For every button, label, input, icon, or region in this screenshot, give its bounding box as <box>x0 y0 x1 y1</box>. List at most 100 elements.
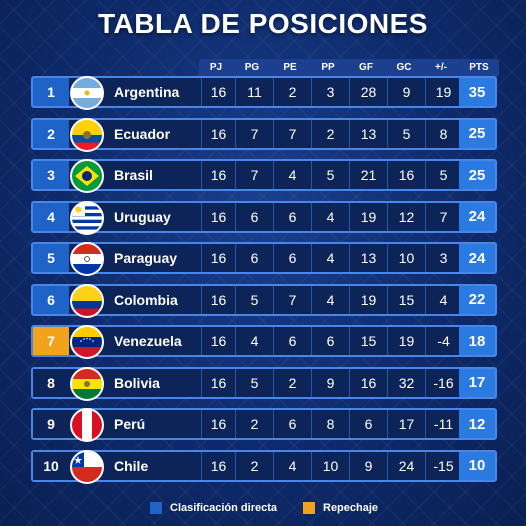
country-name: Perú <box>114 416 146 432</box>
row-stats: 16 6 6 4 19 12 7 <box>201 202 461 231</box>
stat-pj: 16 <box>201 78 235 106</box>
stat-gf: 19 <box>349 285 387 314</box>
stat-pe: 7 <box>273 285 311 314</box>
row-stats: 16 4 6 6 15 19 -4 <box>201 327 461 355</box>
table-row: 5 Paraguay 16 6 6 4 13 10 3 24 <box>31 242 497 276</box>
stat-pj: 16 <box>201 451 235 480</box>
points-value: 18 <box>459 327 495 355</box>
row-stats: 16 7 7 2 13 5 8 <box>201 119 461 148</box>
peru-flag-icon <box>70 408 104 442</box>
position-number: 7 <box>33 327 69 355</box>
points-value: 24 <box>459 244 495 272</box>
stat-pj: 16 <box>201 327 235 355</box>
stat-pe: 4 <box>273 451 311 480</box>
stat-gc: 5 <box>387 119 425 148</box>
stat-diff: 19 <box>425 78 461 106</box>
bolivia-flag-icon <box>70 366 104 401</box>
stat-pj: 16 <box>201 285 235 314</box>
stat-gc: 32 <box>387 368 425 397</box>
points-value: 22 <box>459 285 495 314</box>
row-stats: 16 11 2 3 28 9 19 <box>201 78 461 106</box>
points-value: 10 <box>459 451 495 480</box>
stat-pe: 6 <box>273 202 311 231</box>
venezuela-flag-icon <box>70 325 104 359</box>
column-header: PJ PG PE PP GF GC +/- PTS <box>199 59 499 77</box>
stat-pp: 8 <box>311 410 349 438</box>
points-value: 35 <box>459 78 495 106</box>
argentina-flag-icon <box>70 76 104 110</box>
legend-directa-label: Clasificación directa <box>170 502 277 514</box>
stat-pg: 11 <box>235 78 273 106</box>
stat-pj: 16 <box>201 161 235 189</box>
stat-diff: 4 <box>425 285 461 314</box>
stat-pp: 3 <box>311 78 349 106</box>
column-header-pg: PG <box>244 62 260 73</box>
stat-pg: 6 <box>235 202 273 231</box>
column-header-pj: PJ <box>209 62 223 73</box>
stat-gf: 16 <box>349 368 387 397</box>
legend: Clasificación directa Repechaje <box>150 502 378 514</box>
stat-pg: 2 <box>235 410 273 438</box>
column-header-pe: PE <box>283 62 297 73</box>
row-stats: 16 2 4 10 9 24 -15 <box>201 451 461 480</box>
stat-pj: 16 <box>201 119 235 148</box>
table-row: 8 Bolivia 16 5 2 9 16 32 -16 17 <box>31 366 497 401</box>
points-value: 12 <box>459 410 495 438</box>
stat-pg: 5 <box>235 368 273 397</box>
column-header-diff: +/- <box>435 62 447 73</box>
country-name: Bolivia <box>114 374 160 391</box>
colombia-flag-icon <box>70 283 104 318</box>
stat-pe: 2 <box>273 368 311 397</box>
stat-pg: 7 <box>235 161 273 189</box>
table-row: 9 Perú 16 2 6 8 6 17 -11 12 <box>31 408 497 442</box>
legend-repechaje-label: Repechaje <box>323 502 379 514</box>
stat-pg: 4 <box>235 327 273 355</box>
position-number: 10 <box>33 451 69 480</box>
stat-gf: 13 <box>349 119 387 148</box>
stat-pe: 6 <box>273 327 311 355</box>
table-row: 7 Venezuela 16 4 6 6 15 19 -4 18 <box>31 325 497 359</box>
country-name: Uruguay <box>114 208 171 225</box>
stat-diff: 5 <box>425 161 461 189</box>
position-number: 4 <box>33 202 69 231</box>
stat-diff: 8 <box>425 119 461 148</box>
table-row: 3 Brasil 16 7 4 5 21 16 5 25 <box>31 159 497 193</box>
stat-pj: 16 <box>201 202 235 231</box>
column-header-gf: GF <box>359 62 373 73</box>
stat-pp: 9 <box>311 368 349 397</box>
stat-gc: 24 <box>387 451 425 480</box>
country-name: Argentina <box>114 84 180 100</box>
stat-pg: 2 <box>235 451 273 480</box>
position-number: 3 <box>33 161 69 189</box>
stat-pe: 6 <box>273 410 311 438</box>
points-value: 24 <box>459 202 495 231</box>
stat-gc: 10 <box>387 244 425 272</box>
row-stats: 16 5 7 4 19 15 4 <box>201 285 461 314</box>
country-name: Venezuela <box>114 333 182 349</box>
country-name: Colombia <box>114 291 178 308</box>
stat-pp: 6 <box>311 327 349 355</box>
position-number: 9 <box>33 410 69 438</box>
stat-pe: 4 <box>273 161 311 189</box>
position-number: 8 <box>33 368 69 397</box>
points-value: 25 <box>459 161 495 189</box>
table-row: 4 Uruguay 16 6 6 4 19 12 7 24 <box>31 200 497 235</box>
position-number: 5 <box>33 244 69 272</box>
stat-gf: 28 <box>349 78 387 106</box>
stat-diff: 7 <box>425 202 461 231</box>
table-row: 10 Chile 16 2 4 10 9 24 -15 10 <box>31 449 497 484</box>
stat-pj: 16 <box>201 368 235 397</box>
stat-gc: 15 <box>387 285 425 314</box>
stat-diff: 3 <box>425 244 461 272</box>
chile-flag-icon <box>70 449 104 484</box>
directa-swatch <box>150 502 162 514</box>
stat-pg: 7 <box>235 119 273 148</box>
stat-gc: 17 <box>387 410 425 438</box>
position-number: 6 <box>33 285 69 314</box>
stat-gf: 19 <box>349 202 387 231</box>
repechaje-swatch <box>303 502 315 514</box>
uruguay-flag-icon <box>70 200 104 235</box>
stat-gf: 21 <box>349 161 387 189</box>
row-stats: 16 7 4 5 21 16 5 <box>201 161 461 189</box>
stat-pp: 5 <box>311 161 349 189</box>
